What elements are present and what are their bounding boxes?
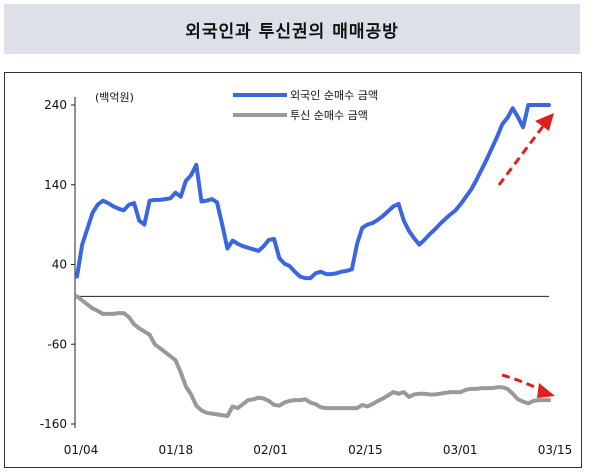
series-line-1 <box>75 103 551 281</box>
x-tick-label: 03/15 <box>538 443 573 457</box>
y-tick-label: 40 <box>52 258 67 272</box>
chart-title: 외국인과 투신권의 매매공방 <box>185 21 399 42</box>
annotation-arrow-up <box>497 120 549 186</box>
x-tick-label: 01/04 <box>64 443 99 457</box>
y-tick-label: -60 <box>47 337 67 351</box>
chart-frame: 240 140 40 -60 -160 01/04 01/18 02/01 02/15 03/01… <box>4 72 582 468</box>
legend-label-1: 외국인 순매수 금액 <box>290 89 378 102</box>
annotation-arrowhead-up <box>535 113 554 131</box>
y-tick-label: 140 <box>44 178 67 192</box>
x-tick-label: 02/01 <box>253 443 288 457</box>
series-line-2 <box>75 294 551 418</box>
chart-title-bar: 외국인과 투신권의 매매공방 <box>4 4 580 54</box>
y-tick-label: 240 <box>44 98 67 112</box>
line-chart: 240 140 40 -60 -160 01/04 01/18 02/01 02/15 03/01… <box>40 89 573 457</box>
unit-label: (백억원) <box>95 91 134 104</box>
x-tick-label: 03/01 <box>443 443 478 457</box>
y-tick-label: -160 <box>40 417 67 431</box>
annotation-arrowhead-right <box>537 383 555 398</box>
x-tick-label: 02/15 <box>348 443 383 457</box>
x-tick-label: 01/18 <box>159 443 194 457</box>
legend-label-2: 투신 순매수 금액 <box>290 109 368 122</box>
